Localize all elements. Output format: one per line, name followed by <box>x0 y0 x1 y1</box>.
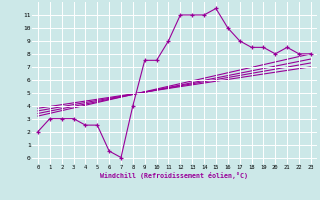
X-axis label: Windchill (Refroidissement éolien,°C): Windchill (Refroidissement éolien,°C) <box>100 172 248 179</box>
